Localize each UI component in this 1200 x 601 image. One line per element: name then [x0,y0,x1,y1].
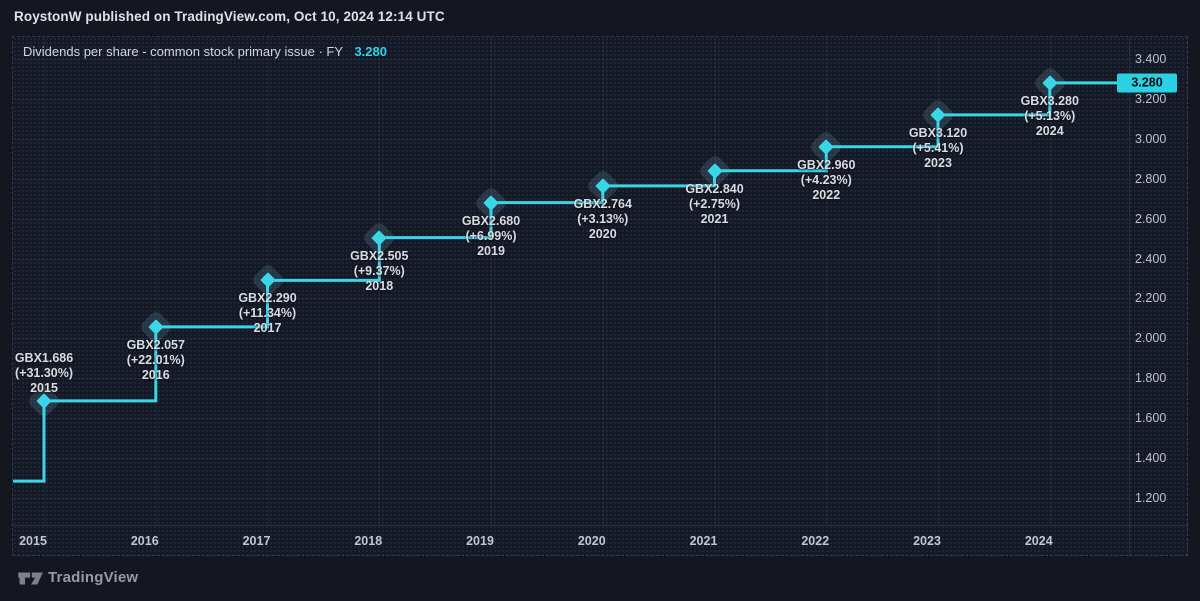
time-tick-2022: 2022 [801,534,830,548]
point-label-2024: GBX3.280 (+5.13%) 2024 [1021,94,1079,139]
point-value: GBX2.764 [573,196,632,211]
point-label-2019: GBX2.680 (+6.99%) 2019 [462,214,520,259]
grid-line-horizontal [13,298,1129,300]
point-change: (+5.13%) [1024,108,1076,123]
grid-line-horizontal [13,497,1129,499]
point-year: 2016 [141,367,170,382]
point-value: GBX3.280 [1020,93,1079,108]
price-axis-separator [1129,37,1130,557]
point-label-2020: GBX2.764 (+3.13%) 2020 [574,197,632,242]
plot-area[interactable]: GBX1.686 (+31.30%) 2015 GBX2.057 (+22.01%) 20… [13,37,1129,525]
point-year: 2023 [924,155,952,170]
point-year: 2018 [365,278,394,293]
point-label-2016: GBX2.057 (+22.01%) 2016 [127,338,185,383]
grid-line-vertical [938,37,939,525]
price-tick-1.800: 1.800 [1135,371,1167,386]
grid-line-vertical [602,37,604,525]
point-change: (+2.75%) [688,196,741,211]
price-tick-1.600: 1.600 [1135,411,1167,426]
point-year: 2019 [477,243,505,258]
point-change: (+3.13%) [577,211,629,226]
point-label-2023: GBX3.120 (+5.41%) 2023 [909,126,967,171]
point-change: (+5.41%) [912,140,964,155]
publish-header: RoystonW published on TradingView.com, O… [0,0,1200,32]
grid-line-vertical [826,37,828,525]
chart-panel[interactable]: Dividends per share - common stock prima… [12,36,1189,557]
price-tick-3.200: 3.200 [1135,91,1167,106]
grid-line-vertical [714,37,716,525]
point-change: (+4.23%) [800,172,852,187]
point-label-2021: GBX2.840 (+2.75%) 2021 [685,182,743,227]
point-value: GBX3.120 [908,125,968,140]
price-tick-2.000: 2.000 [1135,331,1167,346]
time-tick-2020: 2020 [577,534,606,548]
grid-line-horizontal [13,378,1129,380]
time-tick-2018: 2018 [354,534,383,548]
point-change: (+11.34%) [238,306,297,321]
point-value: GBX2.505 [350,248,409,263]
grid-line-horizontal [13,98,1129,100]
price-tick-2.400: 2.400 [1135,251,1167,266]
grid-line-vertical [491,37,492,525]
point-year: 2015 [30,380,58,395]
time-tick-2019: 2019 [466,534,494,548]
time-tick-2016: 2016 [130,534,159,548]
price-tick-1.200: 1.200 [1135,490,1167,505]
price-tick-2.800: 2.800 [1135,171,1167,186]
point-label-2017: GBX2.290 (+11.34%) 2017 [238,291,296,336]
point-label-2022: GBX2.960 (+4.23%) 2022 [797,158,855,203]
price-tick-2.600: 2.600 [1135,211,1167,226]
point-value: GBX2.290 [238,291,297,306]
point-change: (+22.01%) [126,352,185,367]
grid-line-horizontal [13,178,1129,180]
point-value: GBX2.680 [461,213,521,228]
time-tick-2021: 2021 [689,534,718,548]
grid-line-horizontal [13,338,1129,340]
time-axis-separator [13,525,1189,526]
step-line-path [13,81,1129,483]
point-value: GBX1.686 [14,350,74,365]
grid-line-vertical [44,37,45,525]
point-year: 2022 [812,187,841,202]
price-tick-3.000: 3.000 [1135,131,1167,146]
point-label-2018: GBX2.505 (+9.37%) 2018 [350,249,408,294]
point-change: (+31.30%) [14,365,74,380]
point-year: 2017 [253,321,282,336]
tradingview-brand-text[interactable]: TradingView [48,569,139,586]
point-value: GBX2.960 [797,157,856,172]
price-tick-1.400: 1.400 [1135,451,1167,465]
tradingview-logo-icon[interactable] [18,570,44,587]
point-year: 2024 [1035,123,1064,138]
grid-line-vertical [155,37,157,525]
grid-line-horizontal [13,218,1129,220]
grid-line-horizontal [13,138,1129,140]
time-tick-2023: 2023 [913,534,941,548]
series-last-value: 3.280 [354,44,387,59]
point-change: (+6.99%) [465,228,517,243]
point-value: GBX2.840 [685,181,744,196]
grid-line-horizontal [13,458,1129,459]
grid-line-horizontal [13,418,1129,420]
publish-byline: RoystonW published on TradingView.com, O… [14,9,445,24]
series-legend[interactable]: Dividends per share - common stock prima… [23,44,387,59]
last-price-badge: 3.280 [1117,73,1177,93]
point-label-2015: GBX1.686 (+31.30%) 2015 [15,351,73,396]
point-value: GBX2.057 [126,337,185,352]
price-tick-3.400: 3.400 [1135,52,1167,66]
series-title: Dividends per share - common stock prima… [23,44,343,59]
point-year: 2020 [588,226,617,241]
price-tick-2.200: 2.200 [1135,291,1167,306]
time-tick-2015: 2015 [19,534,47,548]
dividend-step-line [13,81,1129,483]
grid-line-horizontal [13,258,1129,260]
time-tick-2017: 2017 [242,534,271,548]
grid-line-vertical [1049,37,1051,525]
point-change: (+9.37%) [353,263,405,278]
time-tick-2024: 2024 [1024,534,1053,548]
chart-footer: TradingView [0,556,1200,601]
grid-line-horizontal [13,59,1129,60]
point-year: 2021 [700,211,729,226]
